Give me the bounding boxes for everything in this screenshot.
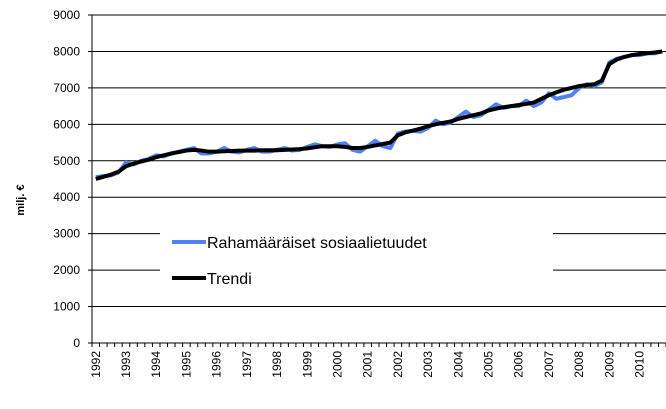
x-tick-label: 2004 <box>451 351 465 378</box>
x-tick-label: 1993 <box>119 351 133 378</box>
x-tick-label: 1996 <box>210 351 224 378</box>
x-tick-label: 1994 <box>149 351 163 378</box>
y-tick-label: 8000 <box>53 44 80 58</box>
y-tick-label: 2000 <box>53 263 80 277</box>
x-tick-label: 2007 <box>542 351 556 378</box>
y-tick-label: 4000 <box>53 190 80 204</box>
x-tick-label: 1997 <box>240 351 254 378</box>
y-tick-label: 5000 <box>53 154 80 168</box>
legend-label: Trendi <box>207 271 252 288</box>
x-tick-label: 2009 <box>602 351 616 378</box>
x-tick-label: 1998 <box>270 351 284 378</box>
y-tick-label: 3000 <box>53 227 80 241</box>
legend-label: Rahamääräiset sosiaalietuudet <box>207 235 427 252</box>
x-tick-label: 2002 <box>391 351 405 378</box>
x-tick-label: 1995 <box>179 351 193 378</box>
series-line <box>95 49 663 180</box>
y-tick-label: 1000 <box>53 300 80 314</box>
x-tick-label: 2005 <box>482 351 496 378</box>
x-tick-label: 2010 <box>633 351 647 378</box>
x-tick-label: 2000 <box>330 351 344 378</box>
x-tick-label: 1999 <box>300 351 314 378</box>
x-tick-label: 2006 <box>512 351 526 378</box>
x-tick-label: 1992 <box>89 351 103 378</box>
x-tick-label: 2001 <box>361 351 375 378</box>
series-line <box>95 49 663 181</box>
legend: Rahamääräiset sosiaalietuudet Trendi <box>160 225 553 288</box>
x-tick-label: 2003 <box>421 351 435 378</box>
x-tick-label: 2008 <box>572 351 586 378</box>
y-tick-label: 9000 <box>53 8 80 22</box>
legend-box <box>160 225 553 287</box>
y-tick-label: 0 <box>73 336 80 350</box>
y-axis-label: milj. € <box>15 184 27 215</box>
y-tick-label: 7000 <box>53 81 80 95</box>
y-tick-label: 6000 <box>53 117 80 131</box>
